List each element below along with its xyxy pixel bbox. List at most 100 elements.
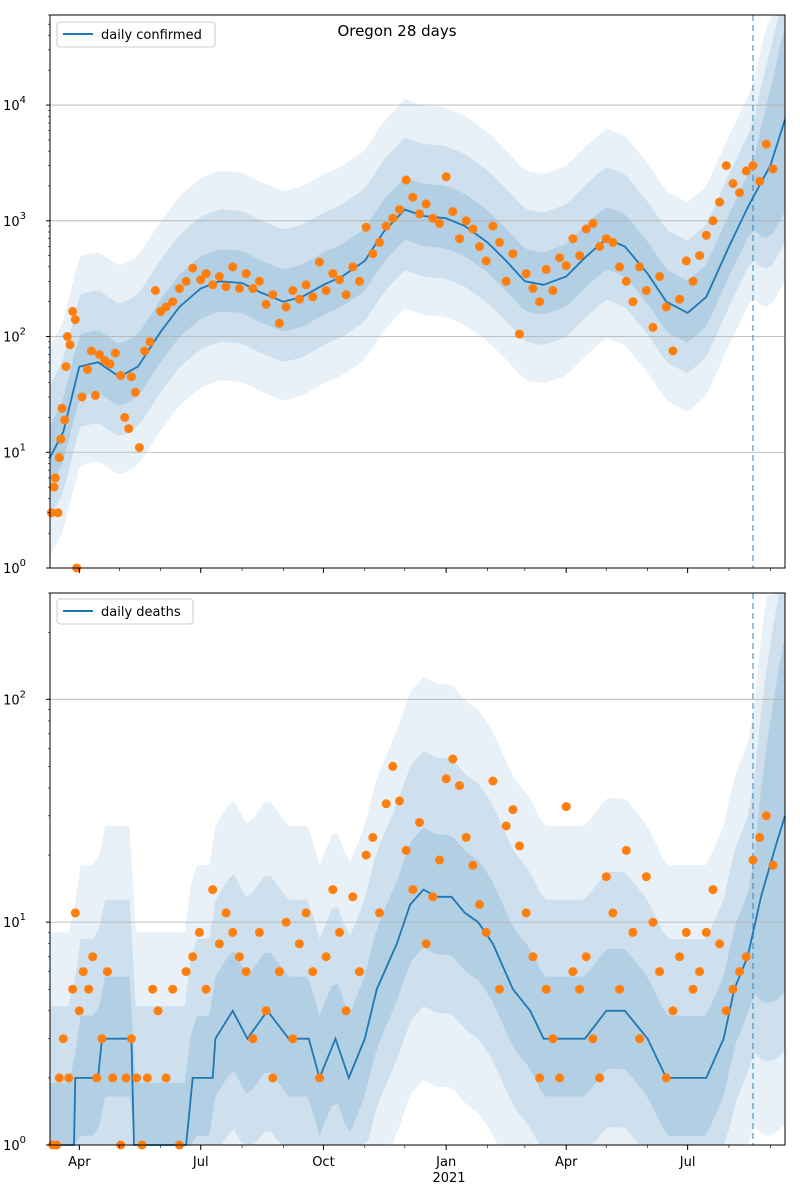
deaths-legend-box xyxy=(56,598,194,625)
confirmed-observed-point xyxy=(361,222,371,232)
confirmed-observed-point xyxy=(120,412,130,422)
deaths-observed-point xyxy=(228,927,238,937)
confirmed-observed-point xyxy=(408,192,418,202)
confirmed-plot-area xyxy=(50,15,785,568)
confirmed-observed-point xyxy=(174,284,184,293)
confirmed-observed-point xyxy=(761,139,771,149)
confirmed-observed-point xyxy=(608,237,618,247)
deaths-observed-point xyxy=(102,967,112,977)
deaths-observed-point xyxy=(661,1073,671,1083)
confirmed-observed-point xyxy=(595,242,605,251)
deaths-observed-point xyxy=(341,1006,351,1016)
confirmed-observed-point xyxy=(355,276,364,286)
confirmed-observed-point xyxy=(248,284,258,293)
confirmed-observed-point xyxy=(288,286,298,295)
confirmed-observed-point xyxy=(77,392,87,402)
confirmed-observed-point xyxy=(268,290,278,300)
deaths-observed-point xyxy=(321,952,331,962)
confirmed-legend: daily confirmed xyxy=(56,21,216,48)
deaths-observed-point xyxy=(755,832,765,842)
deaths-observed-point xyxy=(368,832,378,842)
confirmed-gridlines xyxy=(50,104,785,453)
deaths-x-tick-label: Apr xyxy=(68,1155,91,1170)
deaths-observed-point xyxy=(428,892,438,902)
deaths-trend-line xyxy=(50,815,786,1146)
confirmed-observed-point xyxy=(475,242,484,251)
confirmed-y-tick-exponent: 4 xyxy=(20,95,26,106)
deaths-observed-point xyxy=(388,761,398,771)
confirmed-observed-point xyxy=(461,216,471,226)
confirmed-observed-point xyxy=(254,276,264,286)
deaths-observed-point xyxy=(381,799,391,809)
confirmed-observed-point xyxy=(274,318,284,328)
deaths-observed-point xyxy=(695,967,705,977)
confirmed-observed-point xyxy=(735,188,745,198)
deaths-x-tick-label: Jul xyxy=(192,1155,209,1170)
confirmed-observed-point xyxy=(368,249,378,259)
confirmed-observed-point xyxy=(728,179,738,188)
confirmed-observed-point xyxy=(521,269,531,279)
confirmed-observed-point xyxy=(348,262,358,272)
deaths-observed-point xyxy=(461,832,471,842)
deaths-observed-point xyxy=(181,967,191,977)
deaths-observed-point xyxy=(234,952,244,962)
deaths-observed-point xyxy=(132,1073,142,1083)
deaths-observed-point xyxy=(194,927,204,937)
confirmed-observed-point xyxy=(468,224,478,234)
deaths-observed-point xyxy=(608,908,618,918)
chart-title: Oregon 28 days xyxy=(337,22,456,40)
confirmed-observed-point xyxy=(145,337,155,347)
confirmed-observed-point xyxy=(455,234,464,244)
deaths-observed-point xyxy=(441,774,451,784)
confirmed-observed-point xyxy=(715,197,725,207)
confirmed-observed-point xyxy=(308,292,318,302)
deaths-observed-point xyxy=(501,821,511,831)
confirmed-observed-point xyxy=(501,276,511,286)
confirmed-observed-point xyxy=(535,297,545,307)
deaths-observed-point xyxy=(648,917,658,927)
deaths-observed-point xyxy=(108,1073,118,1083)
confirmed-observed-point xyxy=(261,299,271,309)
confirmed-observed-point xyxy=(601,234,611,244)
confirmed-observed-point xyxy=(548,286,558,295)
deaths-observed-point xyxy=(97,1034,107,1044)
confirmed-observed-point xyxy=(315,257,324,267)
deaths-observed-point xyxy=(768,860,778,870)
deaths-legend: daily deaths xyxy=(56,598,194,625)
deaths-y-tick-label: 102 xyxy=(3,689,26,708)
deaths-observed-point xyxy=(421,939,431,949)
confirmed-y-tick-label: 103 xyxy=(3,211,26,230)
deaths-observed-point xyxy=(78,967,88,977)
deaths-observed-point xyxy=(274,967,284,977)
deaths-observed-point xyxy=(241,967,251,977)
deaths-observed-point xyxy=(621,845,631,855)
confirmed-y-tick-label: 100 xyxy=(3,558,26,577)
deaths-observed-point xyxy=(401,845,411,855)
deaths-observed-point xyxy=(153,1006,163,1016)
confirmed-observed-point xyxy=(628,297,638,307)
deaths-observed-point xyxy=(575,984,585,994)
confirmed-observed-point xyxy=(708,216,718,226)
deaths-observed-point xyxy=(148,984,158,994)
confirmed-observed-point xyxy=(221,282,231,292)
deaths-observed-point xyxy=(214,939,224,949)
confirmed-observed-point xyxy=(124,424,134,434)
deaths-band-2 xyxy=(50,593,785,1145)
deaths-observed-point xyxy=(161,1073,171,1083)
deaths-observed-point xyxy=(495,984,504,994)
confirmed-observed-point xyxy=(768,164,778,174)
deaths-observed-point xyxy=(548,1034,558,1044)
deaths-observed-point xyxy=(375,908,384,918)
deaths-observed-point xyxy=(581,952,591,962)
confirmed-y-tick-label: 102 xyxy=(3,327,26,346)
deaths-plot-frame xyxy=(49,592,786,1146)
deaths-observed-point xyxy=(68,984,78,994)
confirmed-observed-point xyxy=(375,237,384,247)
deaths-observed-point xyxy=(681,927,691,937)
confirmed-observed-point xyxy=(61,362,71,372)
confirmed-observed-point xyxy=(46,508,56,518)
confirmed-observed-point xyxy=(415,209,424,219)
confirmed-observed-point xyxy=(335,275,344,285)
